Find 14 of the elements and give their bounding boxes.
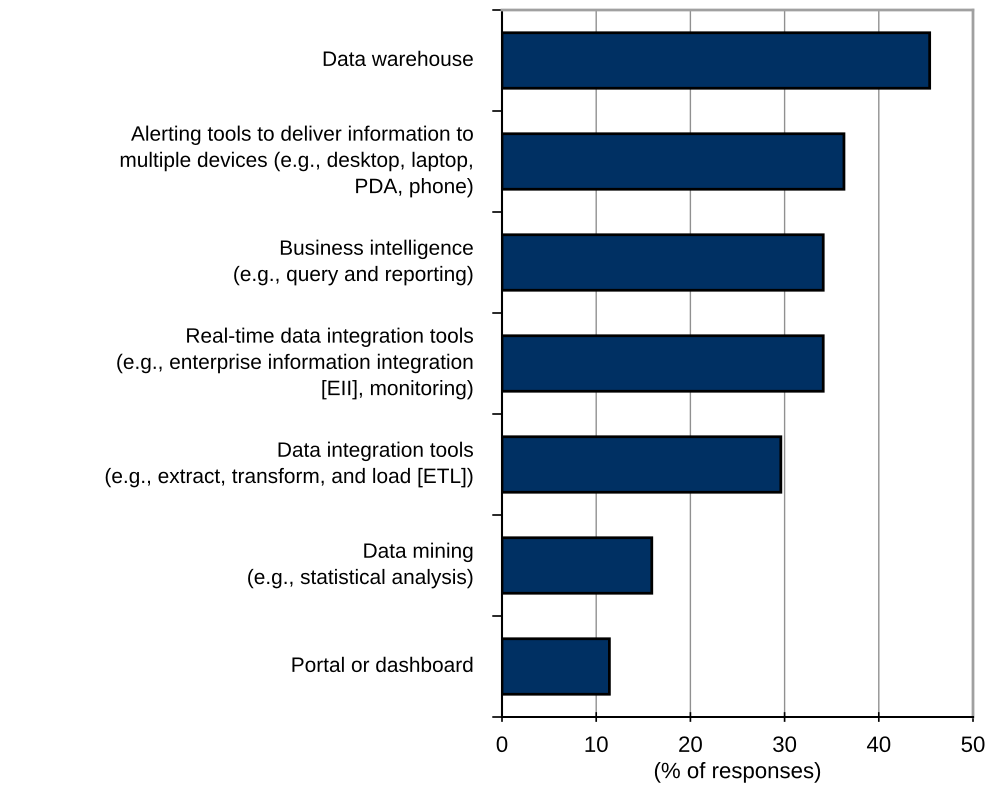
y-tick-label: Data integration tools (e.g., extract, transform, and load [ETL])	[106, 442, 473, 488]
y-tick-label: Alerting tools to deliver information to multiple devices (e.g., desktop, laptop, PDA, phone)	[120, 126, 473, 198]
x-tick-label: 50	[962, 736, 984, 752]
x-tick-label: 0	[496, 736, 508, 752]
y-tick-label: Business intelligence (e.g., query and reporting)	[234, 240, 473, 286]
y-tick-label: Data warehouse	[324, 50, 473, 66]
x-tick-label: 30	[773, 736, 796, 752]
x-axis-title: (% of responses)	[654, 762, 820, 783]
y-tick-label: Data mining (e.g., statistical analysis)	[248, 542, 472, 588]
x-tick-label: 40	[866, 736, 890, 752]
x-tick-label: 10	[586, 736, 608, 752]
y-tick-label: Real-time data integration tools (e.g., enterprise information integration [EII], monitoring)	[117, 328, 474, 400]
x-tick-label: 20	[679, 736, 702, 752]
y-tick-label: Portal or dashboard	[292, 656, 472, 672]
